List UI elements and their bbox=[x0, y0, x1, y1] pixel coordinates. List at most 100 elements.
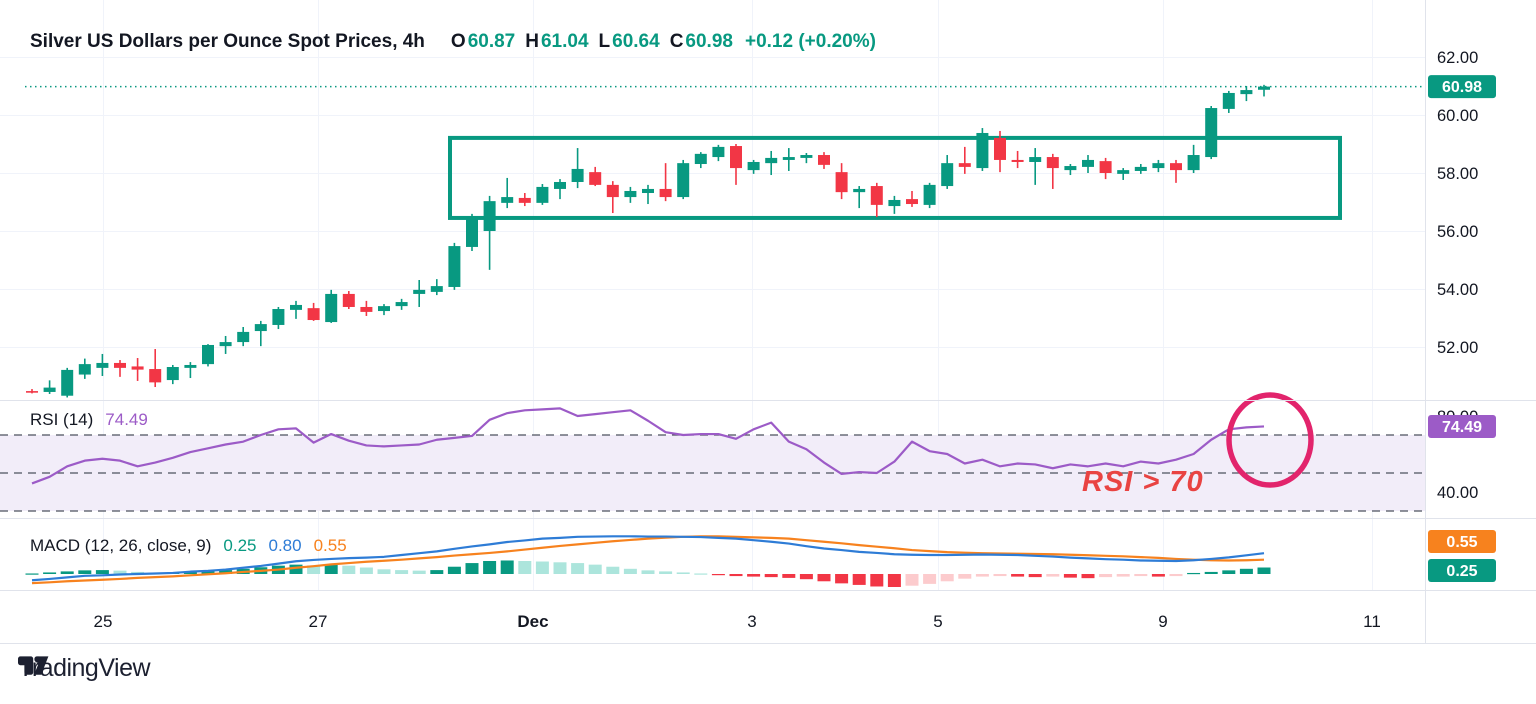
grid-lines bbox=[0, 0, 1425, 590]
macd-histogram-bar bbox=[307, 565, 321, 574]
breakout-box bbox=[448, 135, 1342, 220]
time-tick-label[interactable]: 5 bbox=[933, 612, 942, 631]
macd-histogram-bar bbox=[1239, 568, 1253, 574]
candle-body bbox=[26, 391, 38, 393]
candle-body bbox=[730, 146, 742, 169]
macd-histogram-bar bbox=[606, 566, 620, 574]
price-axis[interactable]: 62.0060.0058.0056.0054.0052.0080.0040.00… bbox=[1428, 49, 1496, 582]
macd-histogram-bar bbox=[641, 570, 655, 574]
candle-body bbox=[536, 186, 549, 203]
macd-histogram-bar bbox=[430, 570, 444, 574]
candle-body bbox=[202, 344, 214, 365]
macd-histogram-bar bbox=[729, 574, 743, 577]
macd-histogram-bar bbox=[535, 561, 549, 574]
candle-body bbox=[395, 302, 408, 307]
macd-histogram-bar bbox=[483, 561, 497, 574]
macd-histogram-bar bbox=[975, 574, 989, 577]
macd-histogram-bar bbox=[95, 570, 109, 574]
candle-body bbox=[677, 163, 690, 198]
candle-body bbox=[782, 157, 795, 160]
candle-body bbox=[272, 309, 285, 325]
macd-signal-badge-bg bbox=[1428, 530, 1496, 553]
candle-body bbox=[1222, 92, 1235, 109]
candle-body bbox=[114, 362, 126, 368]
candle-body bbox=[184, 364, 197, 368]
rsi-value: 74.49 bbox=[105, 410, 148, 429]
price-pane[interactable] bbox=[25, 84, 1425, 398]
macd-label: MACD (12, 26, close, 9) bbox=[30, 536, 212, 555]
candle-body bbox=[307, 308, 320, 321]
candle-body bbox=[430, 286, 443, 292]
tradingview-logo-icon bbox=[18, 656, 49, 675]
candle-body bbox=[254, 324, 267, 332]
candle-body bbox=[1240, 90, 1253, 95]
close-label: C bbox=[669, 31, 684, 52]
macd-histogram-bar bbox=[447, 566, 461, 574]
macd-histogram-bar bbox=[201, 571, 215, 574]
rsi-value-badge: 74.49 bbox=[1442, 419, 1482, 436]
rsi-label: RSI (14) bbox=[30, 410, 94, 429]
candle-body bbox=[624, 190, 637, 198]
candle-body bbox=[131, 366, 144, 370]
macd-histogram-bar bbox=[219, 570, 233, 574]
candle-body bbox=[1134, 166, 1147, 171]
price-tick-label: 60.00 bbox=[1437, 107, 1478, 125]
time-tick-label[interactable]: 11 bbox=[1363, 612, 1381, 631]
macd-histogram-bar bbox=[1063, 574, 1077, 578]
macd-histogram-bar bbox=[659, 571, 673, 574]
candle-body bbox=[448, 246, 461, 287]
last-price-badge: 60.98 bbox=[1442, 79, 1482, 96]
candle-body bbox=[888, 199, 901, 207]
macd-histogram-bar bbox=[887, 574, 901, 587]
candle-body bbox=[325, 293, 338, 323]
time-axis[interactable]: 25 27 Dec 3 5 9 11 bbox=[94, 612, 1381, 631]
macd-signal-line bbox=[31, 535, 1265, 585]
macd-histogram-bar bbox=[852, 574, 866, 585]
macd-histogram-bar bbox=[1222, 570, 1236, 574]
candle-body bbox=[237, 331, 250, 343]
macd-histogram-bar bbox=[465, 563, 479, 574]
time-tick-label[interactable]: 9 bbox=[1158, 612, 1167, 631]
time-tick-label[interactable]: 27 bbox=[309, 612, 328, 631]
low-label: L bbox=[598, 31, 611, 52]
time-tick-label[interactable]: Dec bbox=[517, 612, 548, 631]
macd-histogram-bar bbox=[1204, 571, 1218, 574]
tradingview-watermark[interactable]: TradingView bbox=[18, 654, 151, 683]
macd-histogram-bar bbox=[588, 564, 602, 574]
macd-histogram-bar bbox=[623, 568, 637, 574]
macd-histogram-bar bbox=[870, 574, 884, 587]
candle-body bbox=[1046, 157, 1059, 169]
rsi-value-badge-bg bbox=[1428, 414, 1496, 438]
macd-histogram-bar bbox=[43, 572, 57, 574]
price-tick-label: 62.00 bbox=[1437, 49, 1478, 67]
candle-body bbox=[1064, 166, 1077, 171]
macd-histogram-bar bbox=[183, 572, 197, 574]
candle-body bbox=[589, 172, 602, 185]
change-value: +0.12 (+0.20%) bbox=[744, 31, 876, 52]
rsi-line bbox=[31, 407, 1265, 485]
candle-body bbox=[219, 342, 232, 347]
candle-body bbox=[1117, 170, 1130, 174]
candle-body bbox=[1011, 159, 1024, 162]
macd-legend: MACD (12, 26, close, 9) 0.25 0.80 0.55 bbox=[30, 536, 347, 556]
macd-histogram-bar bbox=[342, 565, 356, 574]
macd-pane[interactable] bbox=[25, 535, 1271, 587]
rsi-pane[interactable] bbox=[31, 407, 1265, 485]
macd-histogram-bar bbox=[60, 571, 74, 574]
macd-line-value: 0.80 bbox=[268, 536, 302, 555]
candle-body bbox=[1205, 108, 1218, 158]
candle-body bbox=[378, 306, 390, 312]
rsi-circle-annotation bbox=[1226, 392, 1314, 488]
time-tick-label[interactable]: 3 bbox=[747, 612, 756, 631]
last-price-badge-bg bbox=[1428, 75, 1496, 99]
macd-histogram-bar bbox=[395, 570, 409, 574]
macd-histogram-bar bbox=[1116, 574, 1130, 577]
macd-histogram-bar bbox=[747, 574, 761, 577]
macd-histogram-bar bbox=[324, 564, 338, 574]
time-tick-label[interactable]: 25 bbox=[94, 612, 113, 631]
candle-body bbox=[958, 163, 971, 167]
open-label: O bbox=[450, 31, 466, 52]
macd-histogram-bar bbox=[958, 574, 972, 579]
